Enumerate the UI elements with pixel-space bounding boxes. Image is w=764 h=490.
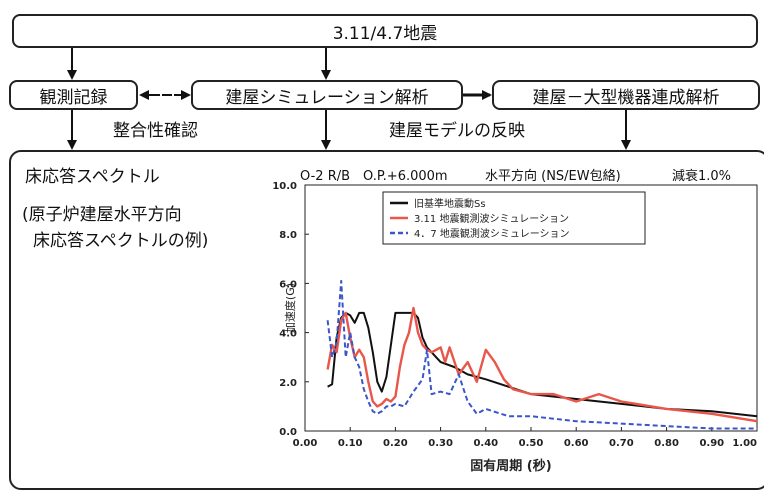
series-line-1 — [326, 306, 758, 423]
consistency-check-label: 整合性確認 — [113, 121, 198, 141]
y-tick-label: 2.0 — [279, 378, 297, 389]
earthquake-title-box: 3.11/4.7地震 — [12, 14, 758, 48]
coupled-analysis-label: 建屋－大型機器連成解析 — [532, 87, 720, 108]
y-tick-label: 4.0 — [279, 329, 297, 340]
observation-record-label: 観測記録 — [39, 87, 108, 108]
x-tick-label: 1.00 — [732, 438, 757, 449]
series-line-2 — [326, 279, 757, 430]
legend-label-0: 旧基準地震動Ss — [414, 197, 486, 210]
condition-direction: 水平方向 (NS/EW包絡) — [485, 169, 621, 184]
y-tick-label: 6.0 — [279, 279, 297, 290]
legend-label-2: 4．7 地震観測波シミュレーション — [414, 227, 570, 240]
x-tick-label: 0.60 — [564, 438, 589, 449]
model-reflection-label: 建屋モデルの反映 — [389, 121, 525, 141]
building-simulation-label: 建屋シミュレーション解析 — [225, 87, 429, 108]
y-axis-label: 加速度(G) — [283, 283, 297, 333]
legend-box — [382, 191, 646, 245]
chart-legend: 旧基準地震動Ss 3.11 地震観測波シミュレーション 4．7 地震観測波シミュレー… — [382, 191, 646, 245]
panel-note-line1: (原子炉建屋水平方向 — [22, 205, 182, 225]
x-tick-label: 0.10 — [338, 438, 363, 449]
panel-heading: 床応答スペクトル — [25, 167, 160, 187]
y-tick-label: 10.0 — [272, 181, 297, 192]
earthquake-title: 3.11/4.7地震 — [332, 23, 438, 44]
x-tick-label: 0.30 — [428, 438, 453, 449]
x-tick-label: 0.70 — [609, 438, 634, 449]
chart-axes: 0.00 0.10 0.20 0.30 0.40 0.50 0.60 0.70 0.80 0.90… — [272, 181, 758, 474]
condition-damping: 減衰1.0% — [672, 169, 732, 184]
chart-series — [326, 279, 758, 430]
condition-location: O-2 R/B O.P.+6.000m — [300, 169, 448, 184]
coupled-analysis-box: 建屋－大型機器連成解析 — [492, 80, 760, 110]
x-tick-label: 0.80 — [654, 438, 679, 449]
x-tick-label: 0.90 — [699, 438, 724, 449]
x-tick-label: 0.50 — [519, 438, 544, 449]
building-simulation-box: 建屋シミュレーション解析 — [191, 80, 463, 110]
y-tick-label: 0.0 — [279, 427, 297, 438]
y-tick-label: 8.0 — [279, 230, 297, 241]
x-tick-label: 0.40 — [473, 438, 498, 449]
legend-label-1: 3.11 地震観測波シミュレーション — [414, 212, 569, 225]
observation-record-box: 観測記録 — [9, 80, 138, 110]
x-axis-label: 固有周期 (秒) — [470, 458, 551, 474]
panel-note-line2: 床応答スペクトルの例) — [33, 231, 209, 251]
x-tick-label: 0.20 — [383, 438, 408, 449]
x-tick-label: 0.00 — [293, 438, 318, 449]
